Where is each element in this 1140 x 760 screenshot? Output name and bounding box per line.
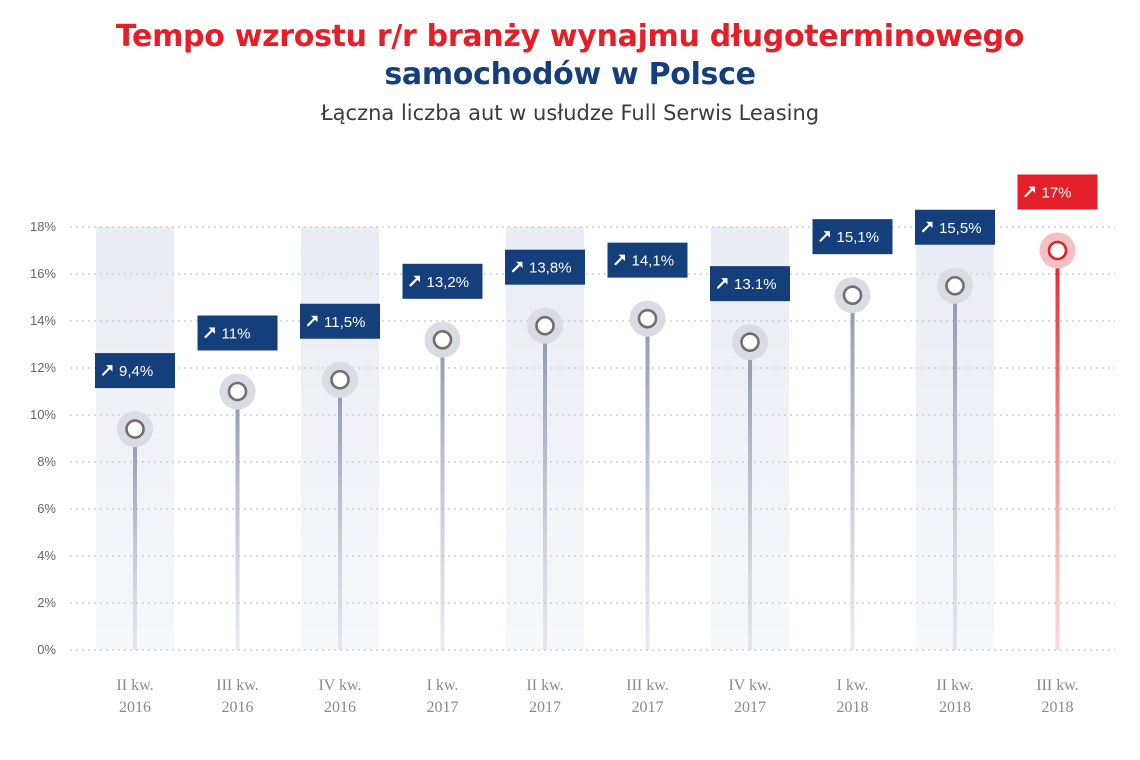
stem	[1055, 250, 1060, 650]
data-label: 15,5%	[915, 209, 995, 245]
data-label: 11,5%	[300, 303, 380, 339]
data-label-text: 13,8%	[529, 260, 572, 277]
x-tick-label-quarter: II kw.	[116, 677, 153, 694]
stem	[440, 339, 445, 650]
stem	[133, 429, 137, 650]
y-tick-label: 12%	[30, 360, 56, 375]
y-tick-label: 6%	[37, 501, 56, 516]
data-label: 13,2%	[402, 263, 483, 299]
y-tick-label: 18%	[30, 219, 56, 234]
x-tick-label-year: 2017	[632, 699, 664, 716]
x-tick-label-year: 2016	[324, 699, 356, 716]
arrow-up-right-icon	[409, 275, 420, 287]
data-label-text: 11%	[222, 326, 251, 343]
x-tick-label-quarter: III kw.	[626, 677, 669, 694]
data-label-text: 14,1%	[632, 253, 675, 270]
x-tick-label-quarter: III kw.	[1036, 677, 1079, 694]
x-tick-label-quarter: IV kw.	[318, 677, 361, 694]
data-label-text: 17%	[1042, 185, 1072, 202]
data-label-text: 13.1%	[734, 276, 777, 293]
data-label: 9,4%	[95, 353, 175, 389]
data-point	[945, 275, 965, 296]
y-tick-label: 16%	[30, 266, 56, 281]
arrow-up-right-icon	[1024, 186, 1035, 198]
x-tick-label-year: 2017	[734, 699, 766, 716]
x-tick-label-quarter: II kw.	[526, 677, 563, 694]
data-label: 17%	[1017, 174, 1098, 210]
data-point	[740, 332, 760, 352]
stem	[850, 295, 855, 650]
stem	[953, 285, 957, 650]
chart-header: Tempo wzrostu r/r branży wynajmu długote…	[0, 18, 1140, 128]
data-label: 14,1%	[607, 242, 688, 278]
stem	[645, 318, 650, 650]
x-tick-label-quarter: III kw.	[216, 677, 259, 694]
data-point	[535, 315, 555, 336]
arrow-up-right-icon	[819, 231, 830, 242]
x-tick-label-year: 2018	[939, 699, 971, 716]
x-tick-label-quarter: I kw.	[837, 677, 869, 694]
data-label-text: 13,2%	[427, 274, 470, 291]
data-point	[1047, 240, 1068, 261]
chart-subtitle: Łączna liczba aut w usłudze Full Serwis …	[320, 101, 820, 125]
arrow-up-right-icon	[614, 254, 625, 266]
data-point	[432, 329, 453, 350]
y-tick-label: 4%	[37, 548, 56, 563]
y-tick-label: 0%	[37, 642, 56, 657]
x-tick-label-quarter: I kw.	[427, 677, 459, 694]
x-tick-label-year: 2017	[427, 699, 459, 716]
stem	[748, 342, 752, 650]
data-point	[842, 285, 863, 305]
x-tick-label-year: 2018	[837, 699, 869, 716]
arrow-up-right-icon	[921, 221, 933, 233]
arrow-up-right-icon	[204, 327, 215, 339]
data-label: 15,1%	[812, 219, 893, 255]
data-label-text: 9,4%	[119, 363, 153, 380]
y-tick-label: 14%	[30, 313, 56, 328]
x-tick-label-year: 2016	[222, 699, 254, 716]
data-point	[227, 381, 248, 402]
stem	[543, 325, 547, 650]
data-label: 13.1%	[710, 266, 790, 302]
y-tick-label: 8%	[37, 454, 56, 469]
arrow-up-right-icon	[306, 315, 318, 327]
x-tick-label-year: 2018	[1042, 699, 1074, 716]
data-point	[330, 369, 350, 390]
arrow-up-right-icon	[716, 278, 728, 289]
x-tick-label-year: 2017	[529, 699, 561, 716]
data-label-text: 15,1%	[837, 229, 880, 246]
y-tick-label: 2%	[37, 595, 56, 610]
arrow-up-right-icon	[511, 261, 523, 273]
chart-title-line2: samochodów w Polsce	[384, 57, 756, 92]
data-label-text: 15,5%	[939, 220, 982, 237]
data-point	[125, 419, 145, 439]
arrow-up-right-icon	[101, 365, 113, 376]
x-tick-label-year: 2016	[119, 699, 151, 716]
stem	[338, 379, 342, 650]
data-label: 11%	[197, 315, 278, 351]
data-label-text: 11,5%	[324, 314, 365, 331]
chart-title-line1: Tempo wzrostu r/r branży wynajmu długote…	[115, 19, 1025, 54]
stem	[235, 391, 240, 650]
x-tick-label-quarter: IV kw.	[728, 677, 771, 694]
data-point	[637, 308, 658, 329]
data-label: 13,8%	[505, 249, 585, 285]
y-tick-label: 10%	[30, 407, 56, 422]
x-tick-label-quarter: II kw.	[936, 677, 973, 694]
